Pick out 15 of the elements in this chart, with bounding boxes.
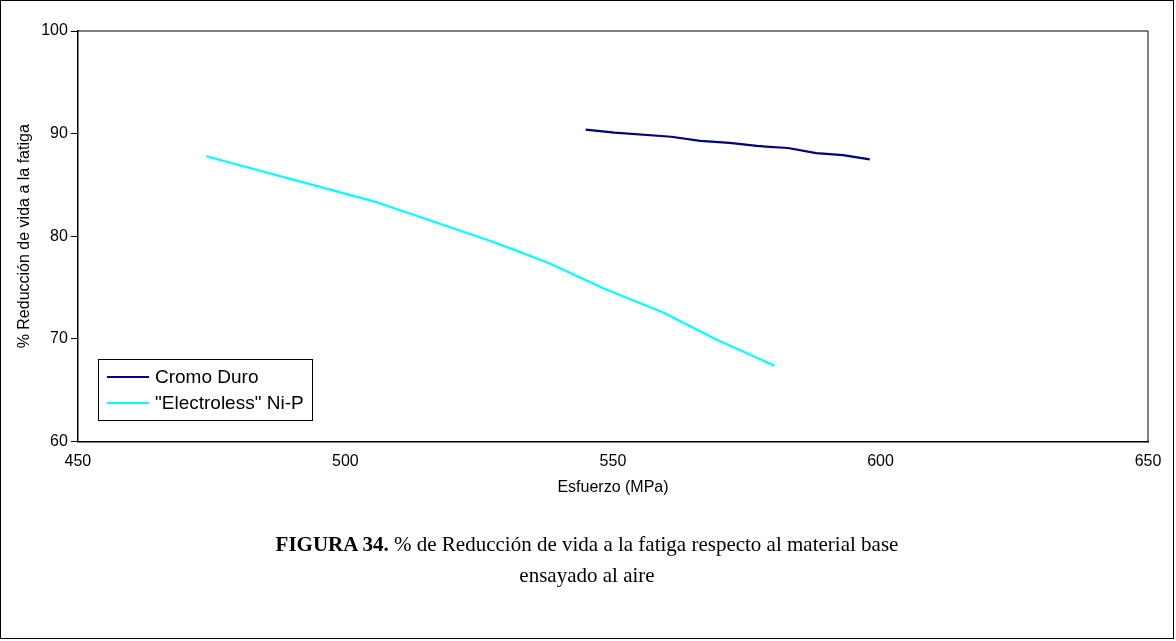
- text: FIGURA 34. % de Reducción de vida a la fatiga respecto al material base ensayado al aire: [274, 531, 900, 589]
- x-tick-label: 650: [1134, 451, 1162, 469]
- y-tick-label: 90: [50, 124, 68, 142]
- legend-label: Cromo Duro: [155, 366, 259, 388]
- x-tick-label: 600: [867, 451, 894, 469]
- y-axis-title: % Reducción de vida a la fatiga: [15, 124, 33, 349]
- x-tick-label: 450: [64, 451, 92, 469]
- legend-label: "Electroless" Ni-P: [155, 392, 304, 414]
- x-tick-label: 550: [599, 451, 627, 469]
- y-tick-label: 60: [50, 432, 68, 450]
- y-tick-label: 70: [50, 329, 68, 347]
- x-axis-title: Esfuerzo (MPa): [557, 477, 669, 495]
- y-tick-label: 80: [50, 226, 68, 244]
- y-tick-label: 100: [41, 21, 68, 39]
- x-tick-label: 500: [332, 451, 359, 469]
